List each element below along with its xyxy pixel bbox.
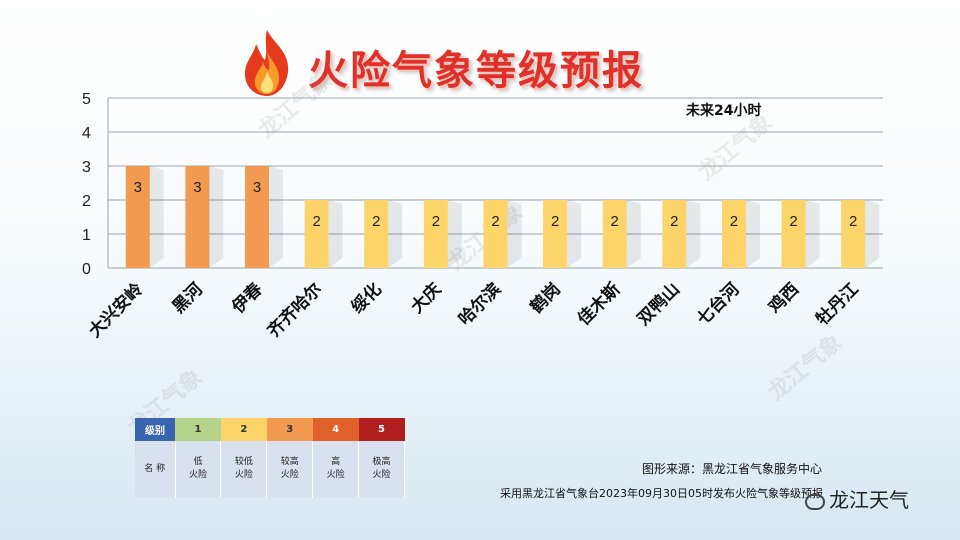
bar-value-label: 2 xyxy=(372,213,380,230)
legend-name-4: 高火险 xyxy=(312,440,360,498)
x-tick-label: 七台河 xyxy=(693,279,744,330)
bar xyxy=(245,166,270,268)
bar-shadow xyxy=(328,200,343,268)
legend-name-line: 极高 xyxy=(372,457,391,468)
legend-name-2: 较低 火险 xyxy=(220,440,268,498)
x-tick-label: 哈尔滨 xyxy=(454,279,505,330)
legend-name-row: 名 称 低火险 较低火险 较高火险 高火险 极高火险 xyxy=(135,440,405,498)
bar-shadow xyxy=(567,200,582,268)
brand-text: 龙江天气 xyxy=(829,488,909,512)
flame-icon xyxy=(244,30,289,96)
bar-value-label: 2 xyxy=(491,213,499,230)
page-title: 火险气象等级预报 xyxy=(308,48,644,94)
bar-value-label: 3 xyxy=(134,179,142,196)
wechat-icon xyxy=(805,493,825,510)
x-tick-label: 牡丹江 xyxy=(812,279,863,330)
x-tick-label: 黑河 xyxy=(169,279,207,317)
release-note: 采用黑龙江省气象台2023年09月30日05时发布火险气象等级预报 xyxy=(500,487,823,500)
y-tick-label: 5 xyxy=(82,91,91,108)
legend-name-line: 高 xyxy=(331,457,341,468)
legend-name-line: 火险 xyxy=(234,470,253,481)
bar xyxy=(662,200,687,268)
bar-shadow xyxy=(269,166,284,268)
bar-value-label: 3 xyxy=(193,179,201,196)
y-tick-label: 3 xyxy=(82,159,91,176)
legend-level-3: 3 xyxy=(266,418,313,441)
bar-value-label: 2 xyxy=(312,213,320,230)
title-area: 火险气象等级预报 xyxy=(0,10,960,100)
legend-name-line: 低 xyxy=(193,457,203,468)
legend-level-2: 2 xyxy=(220,418,267,441)
legend-name-label: 名 称 xyxy=(135,440,176,498)
bar-value-label: 2 xyxy=(849,213,857,230)
brand-logo: 龙江天气 xyxy=(805,484,909,513)
legend-header-row: 级别 1 2 3 4 5 xyxy=(135,418,405,441)
legend-level-1: 1 xyxy=(175,418,221,441)
bar-value-label: 2 xyxy=(551,213,559,230)
bar-shadow xyxy=(209,166,224,268)
bar xyxy=(125,166,150,268)
x-tick-label: 双鸭山 xyxy=(633,279,684,330)
legend-name-3: 较高 火险 xyxy=(266,440,314,498)
bar xyxy=(304,200,329,268)
y-tick-label: 0 xyxy=(82,261,91,278)
chart-subtitle: 未来24小时 xyxy=(686,103,762,119)
bar-value-label: 3 xyxy=(253,179,261,196)
bar-shadow xyxy=(447,200,462,268)
bar xyxy=(543,200,568,268)
legend-name-line: 火险 xyxy=(280,470,299,481)
bar-shadow xyxy=(686,200,701,268)
x-tick-label: 大兴安岭 xyxy=(84,279,147,342)
legend-name-line: 火险 xyxy=(372,470,391,481)
legend-name-line: 较高 xyxy=(280,457,299,468)
bar-shadow xyxy=(626,200,641,268)
bar-shadow xyxy=(745,200,760,268)
bar-value-label: 2 xyxy=(670,213,678,230)
y-tick-label: 1 xyxy=(82,227,91,244)
source-text: 图形来源：黑龙江省气象服务中心 xyxy=(642,462,823,476)
bar xyxy=(841,200,866,268)
legend-name-1: 低火险 xyxy=(175,440,222,498)
bar-value-label: 2 xyxy=(432,213,440,230)
legend-level-5: 5 xyxy=(358,418,405,441)
legend-name-line: 较低 xyxy=(234,457,253,468)
bar xyxy=(781,200,806,268)
x-tick-label: 大庆 xyxy=(407,279,446,318)
bar-shadow xyxy=(805,200,820,268)
bar-value-label: 2 xyxy=(789,213,797,230)
bar-shadow xyxy=(865,200,880,268)
x-tick-label: 绥化 xyxy=(347,279,386,318)
legend-level-4: 4 xyxy=(312,418,359,441)
x-tick-label: 佳木斯 xyxy=(573,279,624,330)
bar xyxy=(721,200,746,268)
y-tick-label: 2 xyxy=(82,193,91,210)
x-tick-label: 鸡西 xyxy=(764,279,804,319)
legend-name-line: 火险 xyxy=(188,470,207,481)
level-legend: 级别 1 2 3 4 5 名 称 低火险 较低火险 较高火险 高火险 极高火险 xyxy=(135,418,405,498)
bar xyxy=(483,200,508,268)
legend-name-line: 火险 xyxy=(326,470,345,481)
x-tick-label: 伊春 xyxy=(227,279,267,319)
y-tick-label: 4 xyxy=(82,125,91,142)
legend-header-label: 级别 xyxy=(135,418,175,441)
bar xyxy=(602,200,627,268)
bar-value-label: 2 xyxy=(611,213,619,230)
x-tick-label: 鹤岗 xyxy=(526,279,565,318)
bar xyxy=(423,200,448,268)
bar-value-label: 2 xyxy=(730,213,738,230)
bar xyxy=(364,200,389,268)
x-tick-label: 齐齐哈尔 xyxy=(263,279,326,342)
bar xyxy=(185,166,210,268)
bar-shadow xyxy=(388,200,403,268)
legend-name-5: 极高 火险 xyxy=(358,440,405,498)
bar-shadow xyxy=(507,200,522,268)
bar-shadow xyxy=(149,166,164,268)
